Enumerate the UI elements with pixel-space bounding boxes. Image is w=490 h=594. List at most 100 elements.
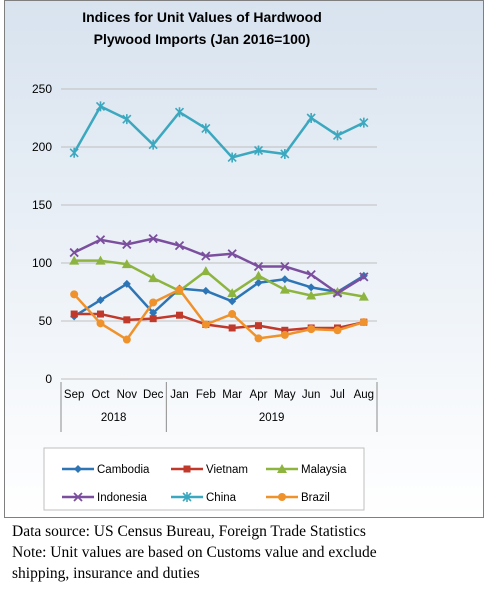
data-point-brazil <box>228 310 237 319</box>
x-tick-label: May <box>274 389 296 401</box>
data-point-vietnam <box>97 310 104 318</box>
data-point-indonesia <box>280 261 290 272</box>
x-tick-label: Jun <box>302 389 321 401</box>
data-point-cambodia <box>254 278 263 287</box>
x-tick-label: Aug <box>354 389 374 401</box>
legend-label: Malaysia <box>301 464 347 476</box>
data-point-china <box>69 147 79 158</box>
data-point-cambodia <box>228 297 237 306</box>
series-line-indonesia <box>73 237 365 295</box>
data-point-indonesia <box>201 251 211 261</box>
data-point-indonesia <box>95 235 106 245</box>
series-line-cambodia <box>73 274 365 318</box>
data-point-brazil <box>333 326 342 335</box>
legend-item-china: China <box>171 492 237 504</box>
data-point-vietnam <box>149 315 157 323</box>
data-point-china <box>122 114 132 125</box>
x-tick-label: Feb <box>196 389 216 401</box>
data-point-indonesia <box>253 261 264 272</box>
data-point-china <box>174 107 185 118</box>
data-point-brazil <box>201 320 210 329</box>
data-point-malaysia <box>200 266 211 276</box>
series-brazil <box>70 285 368 344</box>
data-point-indonesia <box>122 239 132 250</box>
x-tick-label: Oct <box>92 389 111 401</box>
data-point-china <box>280 148 290 159</box>
data-source-text: Data source: US Census Bureau, Foreign T… <box>12 523 366 540</box>
x-tick-label: Nov <box>117 389 138 401</box>
chart-container: Indices for Unit Values of Hardwood Plywo… <box>4 0 484 518</box>
data-point-indonesia <box>359 272 369 282</box>
data-point-indonesia <box>69 247 79 258</box>
y-tick-label: 200 <box>32 140 52 154</box>
data-point-brazil <box>70 290 79 299</box>
x-tick-label: Mar <box>222 389 242 401</box>
data-point-indonesia <box>174 240 185 251</box>
data-point-china <box>95 101 106 112</box>
legend-marker <box>73 492 83 502</box>
y-tick-label: 100 <box>32 256 52 270</box>
legend-label: Indonesia <box>97 492 147 504</box>
chart-title-line-2: Plywood Imports (Jan 2016=100) <box>94 31 311 47</box>
series-malaysia <box>69 255 369 301</box>
legend-marker <box>74 465 82 473</box>
data-point-malaysia <box>332 287 343 296</box>
data-point-indonesia <box>332 288 343 298</box>
data-point-malaysia <box>95 255 106 265</box>
data-point-indonesia <box>148 234 158 244</box>
data-point-china <box>148 139 158 150</box>
legend-item-brazil: Brazil <box>266 492 330 504</box>
data-point-indonesia <box>227 249 237 259</box>
data-point-china <box>227 152 237 163</box>
data-point-indonesia <box>306 269 316 280</box>
data-point-vietnam <box>281 326 289 334</box>
legend-item-vietnam: Vietnam <box>171 464 248 476</box>
legend-marker <box>277 464 287 473</box>
legend-label: Brazil <box>301 492 330 504</box>
legend-label: Cambodia <box>97 464 150 476</box>
data-point-malaysia <box>148 273 159 283</box>
series-line-china <box>73 105 365 159</box>
data-point-malaysia <box>306 290 317 300</box>
x-tick-label: Dec <box>143 389 164 401</box>
series-line-malaysia <box>74 259 365 298</box>
y-tick-label: 150 <box>32 198 52 212</box>
legend: Cambodia Vietnam Malaysia Indonesia China Bra… <box>43 447 365 511</box>
note-text-line-1: Note: Unit values are based on Customs v… <box>12 544 377 561</box>
data-point-china <box>332 130 343 141</box>
series-line-vietnam <box>74 312 365 332</box>
legend-item-indonesia: Indonesia <box>62 492 147 504</box>
data-point-cambodia <box>201 286 210 295</box>
legend-box <box>43 447 365 511</box>
source-note: Data source: US Census Bureau, Foreign T… <box>12 521 482 584</box>
year-group-label: 2019 <box>259 412 285 424</box>
x-tick-label: Jan <box>170 389 189 401</box>
data-point-cambodia <box>122 279 131 288</box>
legend-marker <box>183 465 191 473</box>
note-text-line-2: shipping, insurance and duties <box>12 565 200 582</box>
chart-title-line-1: Indices for Unit Values of Hardwood <box>82 9 322 25</box>
data-point-china <box>253 145 264 156</box>
data-point-china <box>306 113 316 123</box>
x-tick-label: Apr <box>250 389 268 401</box>
data-point-malaysia <box>279 284 290 294</box>
data-point-brazil <box>307 325 316 334</box>
data-point-brazil <box>122 335 131 344</box>
series-indonesia <box>69 234 369 298</box>
data-point-cambodia <box>149 308 158 317</box>
legend-item-malaysia: Malaysia <box>266 464 347 476</box>
data-point-brazil <box>175 285 184 294</box>
legend-marker <box>278 493 286 501</box>
data-point-vietnam <box>70 310 78 318</box>
data-point-brazil <box>359 318 368 327</box>
chart: Indices for Unit Values of Hardwood Plywo… <box>4 0 484 518</box>
y-tick-label: 50 <box>39 314 53 328</box>
data-point-china <box>359 117 369 128</box>
y-tick-label: 250 <box>32 82 52 96</box>
legend-marker <box>182 492 192 502</box>
legend-item-cambodia: Cambodia <box>62 464 150 476</box>
data-point-malaysia <box>69 255 80 265</box>
data-point-vietnam <box>123 316 131 324</box>
data-point-malaysia <box>358 291 369 301</box>
data-point-china <box>201 123 211 134</box>
